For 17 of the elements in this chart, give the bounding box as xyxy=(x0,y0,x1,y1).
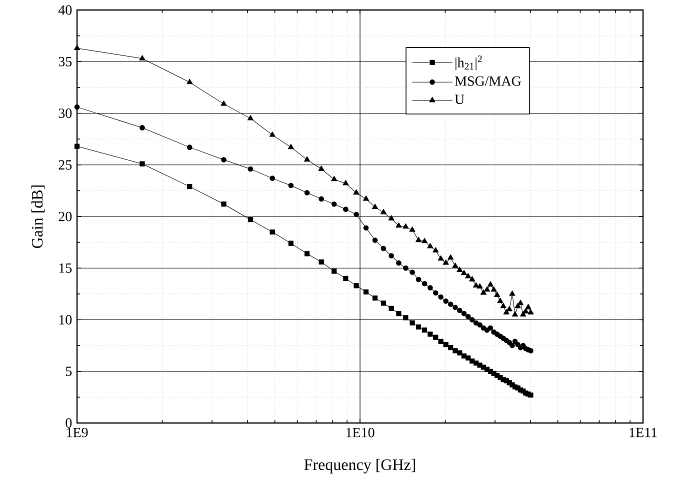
y-axis-title: Gain [dB] xyxy=(31,185,45,248)
legend-label: U xyxy=(454,94,464,104)
y-tick-label: 30 xyxy=(58,108,72,118)
legend-label: |h$_{21}$|$^{2}$ xyxy=(456,56,482,70)
x-tick-label: 1E11 xyxy=(630,428,657,438)
y-tick-label: 10 xyxy=(59,315,72,324)
y-tick-label: 15 xyxy=(59,263,72,273)
x-axis-title: Frequency [GHz] xyxy=(304,458,416,474)
y-tick-label: 0 xyxy=(66,418,72,428)
x-tick-label: 1E10 xyxy=(346,428,374,438)
y-tick-label: 35 xyxy=(58,56,72,66)
y-tick-label: 20 xyxy=(58,212,72,222)
y-tick-label: 25 xyxy=(58,160,72,170)
x-tick-label: 1E9 xyxy=(66,428,88,438)
y-tick-label: 40 xyxy=(58,5,72,15)
y-tick-label: 5 xyxy=(66,366,72,376)
legend-label: MSG/MAG xyxy=(454,76,521,86)
